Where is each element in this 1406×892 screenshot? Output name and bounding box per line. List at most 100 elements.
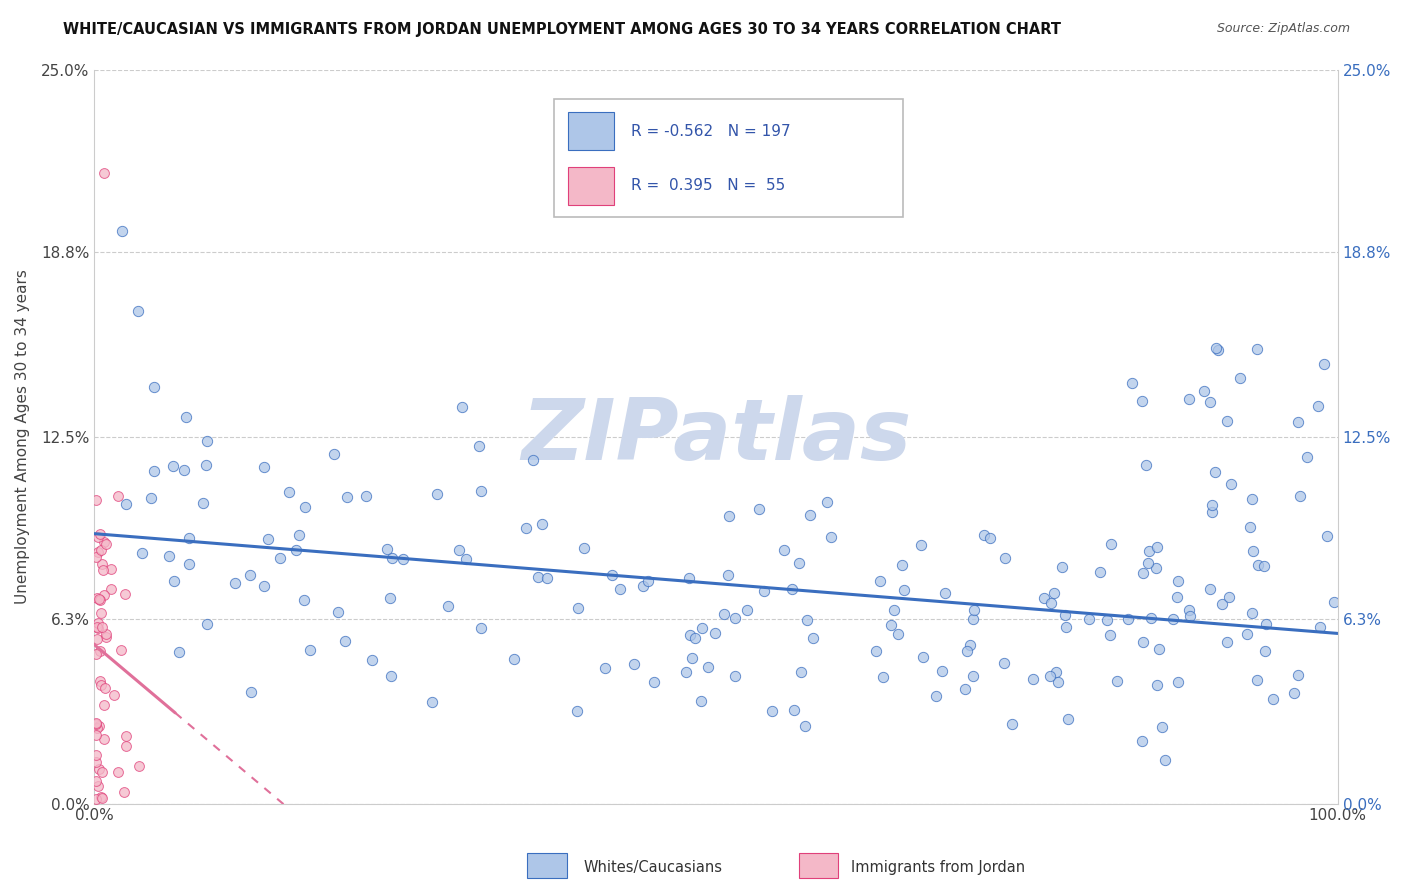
Point [141,491,163,506]
Point [893,582,915,597]
Point [381,551,404,566]
Point [1150,720,1173,734]
Point [111,224,134,238]
Point [84,792,107,806]
Point [1309,620,1331,634]
Point [690,694,713,708]
Point [1178,392,1201,406]
Point [110,642,132,657]
Point [872,670,894,684]
Point [84,748,107,763]
Point [195,434,218,449]
Point [522,452,544,467]
Point [96,627,118,641]
Point [195,617,218,632]
Point [449,543,471,558]
Point [1316,529,1339,543]
Point [887,627,910,641]
Point [1137,544,1160,558]
Point [91,563,114,577]
Point [1289,489,1312,503]
Point [131,546,153,560]
Point [94,630,117,644]
Point [752,583,775,598]
Point [1192,384,1215,398]
Point [724,611,747,625]
Point [865,644,887,658]
Point [84,717,107,731]
Point [177,558,200,572]
Point [953,681,976,696]
Point [86,632,108,647]
Point [681,650,703,665]
Point [1241,491,1264,506]
Point [790,665,813,679]
Point [323,447,346,461]
Point [1130,393,1153,408]
Point [107,489,129,503]
Point [100,582,122,597]
Point [713,607,735,621]
Point [1167,574,1189,588]
Point [696,660,718,674]
Point [704,626,727,640]
Point [890,558,912,573]
Point [87,616,110,631]
Point [1313,357,1336,371]
Point [1239,520,1261,534]
Point [773,543,796,558]
Point [470,483,492,498]
Point [820,530,842,544]
Point [114,497,136,511]
Point [468,439,491,453]
Point [799,508,821,522]
Point [1167,675,1189,690]
Point [253,460,276,475]
Point [1201,505,1223,519]
Point [90,789,112,804]
Point [252,579,274,593]
Point [84,774,107,789]
Point [1040,596,1063,610]
Point [994,550,1017,565]
Point [91,619,114,633]
Y-axis label: Unemployment Among Ages 30 to 34 years: Unemployment Among Ages 30 to 34 years [15,269,30,604]
Point [354,489,377,503]
Point [1229,370,1251,384]
Point [93,731,115,746]
Point [1178,602,1201,616]
Point [87,779,110,793]
Point [1166,590,1188,604]
Point [783,703,806,717]
Point [299,643,322,657]
Point [959,639,981,653]
Point [1147,641,1170,656]
Point [93,588,115,602]
Text: Whites/Caucasians: Whites/Caucasians [583,860,723,874]
Point [565,704,588,718]
Point [1216,634,1239,648]
Point [1261,692,1284,706]
Point [1146,540,1168,554]
Point [1001,717,1024,731]
Text: WHITE/CAUCASIAN VS IMMIGRANTS FROM JORDAN UNEMPLOYMENT AMONG AGES 30 TO 34 YEARS: WHITE/CAUCASIAN VS IMMIGRANTS FROM JORDA… [63,22,1062,37]
Point [1136,556,1159,570]
Point [86,722,108,736]
Point [86,591,108,606]
Point [128,759,150,773]
Point [1039,668,1062,682]
Point [637,574,659,588]
Point [1047,675,1070,690]
Point [643,675,665,690]
Point [112,785,135,799]
Point [143,380,166,394]
Point [84,728,107,742]
Point [910,538,932,552]
Point [89,527,111,541]
Point [239,685,262,699]
Point [100,562,122,576]
Text: ZIPatlas: ZIPatlas [522,395,911,478]
Point [1057,712,1080,726]
Point [326,605,349,619]
Point [277,485,299,500]
